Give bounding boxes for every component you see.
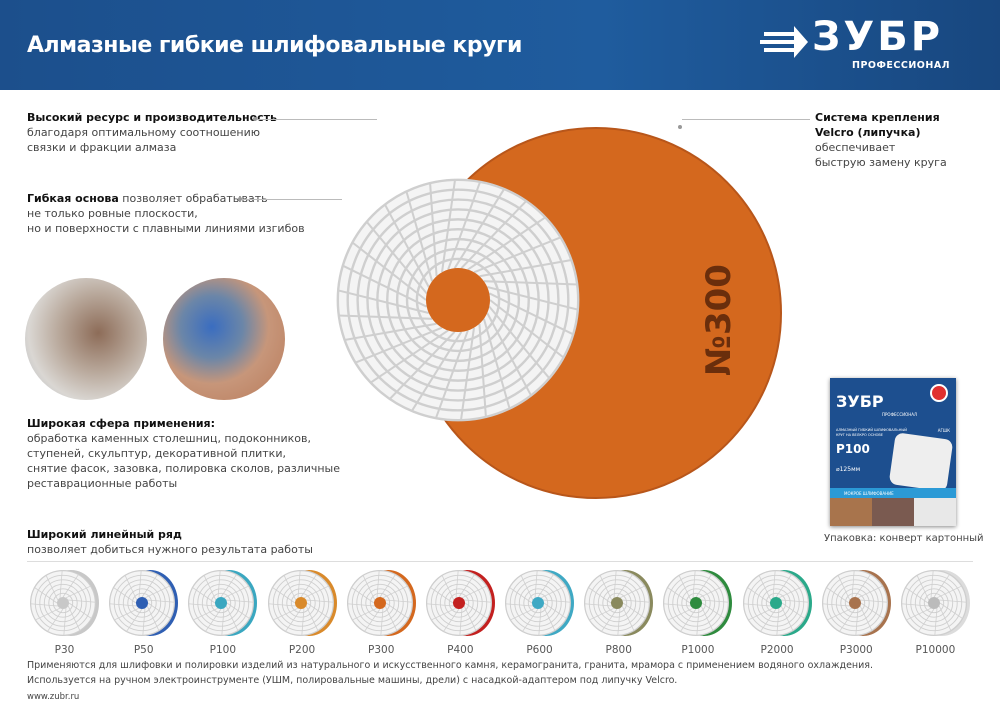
lineup-disc-p10000: P10000 <box>898 568 973 658</box>
disc-grit-label: P600 <box>526 644 553 656</box>
product-lineup: P30 P50 P100 P200 P300 P400 P600 P800 P1000 P2000… <box>27 568 973 658</box>
lineup-disc-p30: P30 <box>27 568 102 658</box>
divider <box>27 561 973 562</box>
disc-image <box>821 569 891 637</box>
feature-resource: Высокий ресурс и производительность благо… <box>27 111 278 154</box>
lineup-disc-p800: P800 <box>581 568 656 658</box>
feature-application: Широкая сфера применения: обработка камен… <box>27 417 341 490</box>
logo-arrows-icon <box>760 26 808 58</box>
header-banner: Алмазные гибкие шлифовальные круги ЗУБР … <box>0 0 1000 90</box>
lineup-disc-p300: P300 <box>344 568 419 658</box>
disc-grit-label: P50 <box>133 644 154 656</box>
disc-image <box>346 569 416 637</box>
footer-line-1: Применяются для шлифовки и полировки изд… <box>27 660 874 671</box>
website-link[interactable]: www.zubr.ru <box>27 692 80 702</box>
disc-grit-label: P400 <box>447 644 474 656</box>
grit-label: №300 <box>699 264 739 376</box>
disc-grit-label: P10000 <box>915 644 956 656</box>
feature-flexible: Гибкая основа позволяет обрабатывать не т… <box>27 192 305 235</box>
lineup-disc-p3000: P3000 <box>819 568 894 658</box>
disc-image <box>425 569 495 637</box>
feature-velcro: Система крепления Velcro (липучка) обеспеч… <box>815 111 947 169</box>
lineup-disc-p50: P50 <box>106 568 181 658</box>
lineup-disc-p200: P200 <box>265 568 340 658</box>
disc-image <box>29 569 99 637</box>
package-image: ЗУБР ПРОФЕССИОНАЛ АЛМАЗНЫЙ ГИБКИЙ ШЛИФОВ… <box>830 378 956 526</box>
disc-image <box>267 569 337 637</box>
usage-photo-1 <box>25 278 147 400</box>
disc-image <box>188 569 258 637</box>
disc-grit-label: P800 <box>605 644 632 656</box>
lineup-disc-p1000: P1000 <box>660 568 735 658</box>
main-disc-illustration: №300 <box>336 127 782 499</box>
disc-grit-label: P1000 <box>681 644 715 656</box>
lineup-disc-p2000: P2000 <box>740 568 815 658</box>
lineup-disc-p400: P400 <box>423 568 498 658</box>
disc-image <box>663 569 733 637</box>
lineup-disc-p600: P600 <box>502 568 577 658</box>
disc-image <box>900 569 970 637</box>
disc-grit-label: P200 <box>288 644 316 656</box>
brand-logo: ЗУБР ПРОФЕССИОНАЛ <box>760 14 975 75</box>
disc-grit-label: P3000 <box>839 644 873 656</box>
disc-grit-label: P300 <box>368 644 395 656</box>
disc-grit-label: P2000 <box>760 644 794 656</box>
disc-image <box>584 569 654 637</box>
disc-image <box>742 569 812 637</box>
disc-grit-label: P30 <box>54 644 75 656</box>
page-title: Алмазные гибкие шлифовальные круги <box>27 33 522 58</box>
feature-range: Широкий линейный ряд позволяет добиться н… <box>27 528 313 556</box>
disc-image <box>109 569 179 637</box>
usage-photo-2 <box>163 278 285 400</box>
lineup-disc-p100: P100 <box>185 568 260 658</box>
package-caption: Упаковка: конверт картонный <box>824 533 984 544</box>
disc-grit-label: P100 <box>209 644 237 656</box>
footer-line-2: Используется на ручном электроинструмент… <box>27 675 678 686</box>
disc-image <box>505 569 575 637</box>
